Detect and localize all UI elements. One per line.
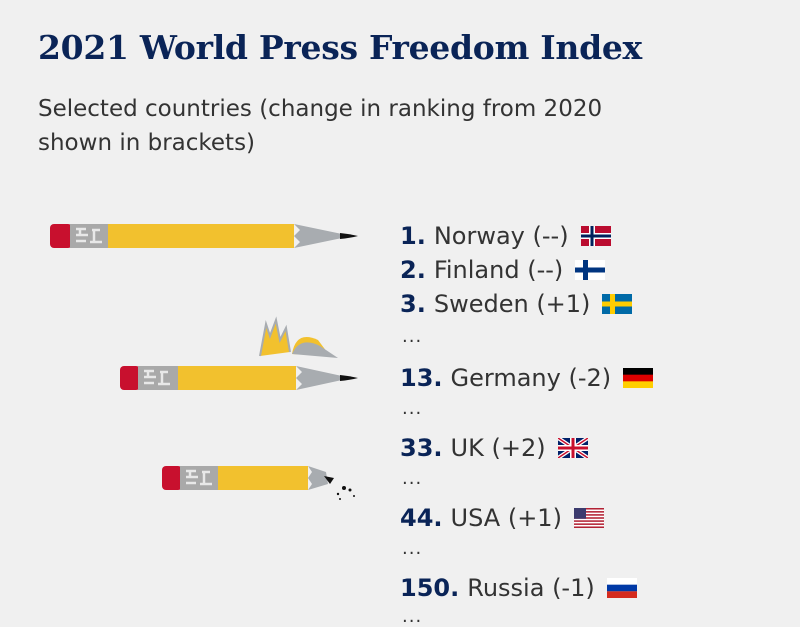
ranking-entry-uk: 33. UK (+2): [400, 434, 588, 462]
rank-change: (-2): [568, 364, 612, 392]
country-name: Finland: [433, 256, 520, 284]
country-name: Germany: [450, 364, 561, 392]
rank-number: 2.: [400, 256, 426, 284]
rank-number: 13.: [400, 364, 443, 392]
ellipsis: ...: [402, 606, 423, 627]
country-name: Russia: [467, 574, 545, 602]
ranking-entry-usa: 44. USA (+1): [400, 504, 604, 532]
rank-change: (-1): [552, 574, 595, 602]
ellipsis: ...: [402, 538, 423, 559]
rank-change: (+2): [491, 434, 546, 462]
germany-flag-icon: [623, 368, 654, 388]
ranking-entry-russia: 150. Russia (-1): [400, 574, 637, 602]
ranking-entry-germany: 13. Germany (-2): [400, 364, 654, 392]
country-name: UK: [450, 434, 484, 462]
pencil-illustrations: [50, 224, 358, 500]
rank-number: 3.: [400, 290, 426, 318]
country-name: Norway: [433, 222, 525, 250]
rank-change: (--): [527, 256, 564, 284]
blunt-pencil-icon: [162, 466, 355, 500]
broken-pencil-icon: [120, 316, 358, 390]
country-name: USA: [450, 504, 501, 532]
country-name: Sweden: [433, 290, 529, 318]
ranking-entry-sweden: 3. Sweden (+1): [400, 290, 633, 318]
rank-number: 33.: [400, 434, 443, 462]
ellipsis: ...: [402, 468, 423, 489]
russia-flag-icon: [606, 578, 637, 598]
uk-flag-icon: [557, 438, 588, 458]
usa-flag-icon: [573, 508, 604, 528]
full-pencil-icon: [50, 224, 358, 248]
sweden-flag-icon: [602, 294, 633, 314]
ranking-entry-norway: 1. Norway (--): [400, 222, 611, 250]
finland-flag-icon: [575, 260, 606, 280]
norway-flag-icon: [580, 226, 611, 246]
ranking-entry-finland: 2. Finland (--): [400, 256, 606, 284]
rank-number: 1.: [400, 222, 426, 250]
rank-number: 44.: [400, 504, 443, 532]
rank-number: 150.: [400, 574, 460, 602]
rank-change: (+1): [536, 290, 591, 318]
chart-subtitle: Selected countries (change in ranking fr…: [38, 96, 603, 156]
rank-change: (+1): [507, 504, 562, 532]
ellipsis: ...: [402, 398, 423, 419]
ellipsis: ...: [402, 326, 423, 347]
rank-change: (--): [532, 222, 569, 250]
chart-title: 2021 World Press Freedom Index: [38, 28, 642, 67]
